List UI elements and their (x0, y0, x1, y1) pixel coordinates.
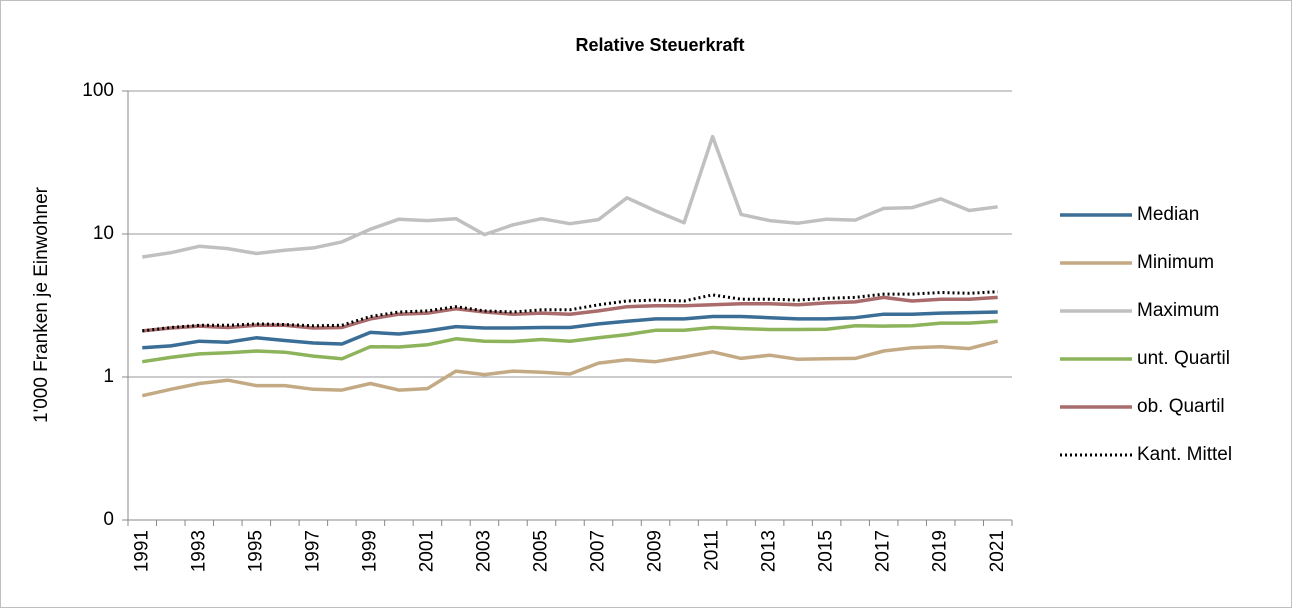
x-tick-label: 2011 (702, 530, 723, 571)
y-axis-label: 1'000 Franken je Einwohner (31, 186, 52, 423)
chart-title: Relative Steuerkraft (575, 35, 744, 55)
legend-label: ob. Quartil (1137, 396, 1225, 417)
legend-label: Maximum (1137, 300, 1219, 321)
y-tick-label: 10 (93, 223, 114, 244)
x-tick-label: 2013 (759, 530, 780, 572)
x-tick-label: 1991 (131, 530, 152, 572)
legend-label: Minimum (1137, 252, 1214, 273)
x-tick-label: 2003 (473, 530, 494, 572)
x-tick-label: 1997 (302, 530, 323, 572)
legend-label: unt. Quartil (1137, 348, 1230, 369)
x-tick-label: 2009 (645, 530, 666, 572)
x-tick-label: 2021 (987, 530, 1008, 572)
x-tick-label: 2017 (873, 530, 894, 572)
x-tick-label: 1999 (359, 530, 380, 572)
legend-label: Kant. Mittel (1137, 444, 1232, 465)
series-line (142, 134, 998, 259)
x-tick-label: 2015 (816, 530, 837, 572)
x-tick-label: 1995 (245, 530, 266, 572)
y-tick-label: 100 (82, 80, 114, 101)
x-tick-label: 1993 (188, 530, 209, 572)
x-tick-label: 2005 (530, 530, 551, 572)
series-line (142, 310, 998, 350)
x-tick-label: 2007 (588, 530, 609, 572)
x-tick-label: 2019 (930, 530, 951, 572)
legend-label: Median (1137, 204, 1199, 225)
y-tick-label: 0 (103, 509, 114, 530)
x-tick-label: 2001 (416, 530, 437, 572)
series-line (142, 290, 998, 333)
y-tick-label: 1 (103, 366, 114, 387)
series-line (142, 319, 998, 364)
series-line (142, 295, 998, 333)
series-line (141, 339, 999, 398)
